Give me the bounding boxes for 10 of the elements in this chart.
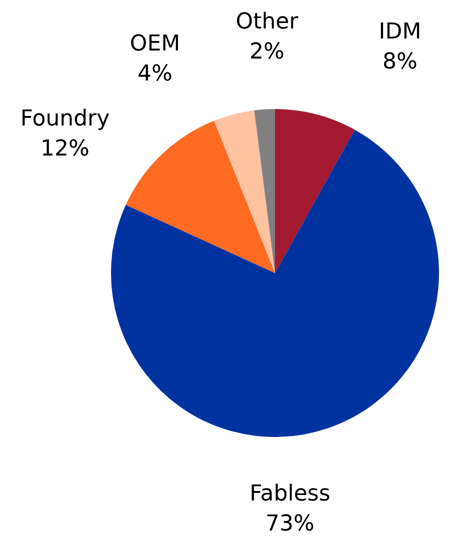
slice-label: Foundry: [20, 106, 110, 132]
slice-label: IDM: [378, 20, 422, 45]
data-label: 73%: [266, 512, 314, 537]
data-label: 4%: [138, 62, 172, 87]
slice-label: Fabless: [250, 482, 330, 507]
slice-label: Other: [236, 10, 300, 35]
slice-label: OEM: [130, 32, 180, 57]
data-label: 12%: [40, 136, 90, 162]
data-label: 2%: [250, 40, 284, 65]
data-label: 8%: [382, 50, 418, 75]
